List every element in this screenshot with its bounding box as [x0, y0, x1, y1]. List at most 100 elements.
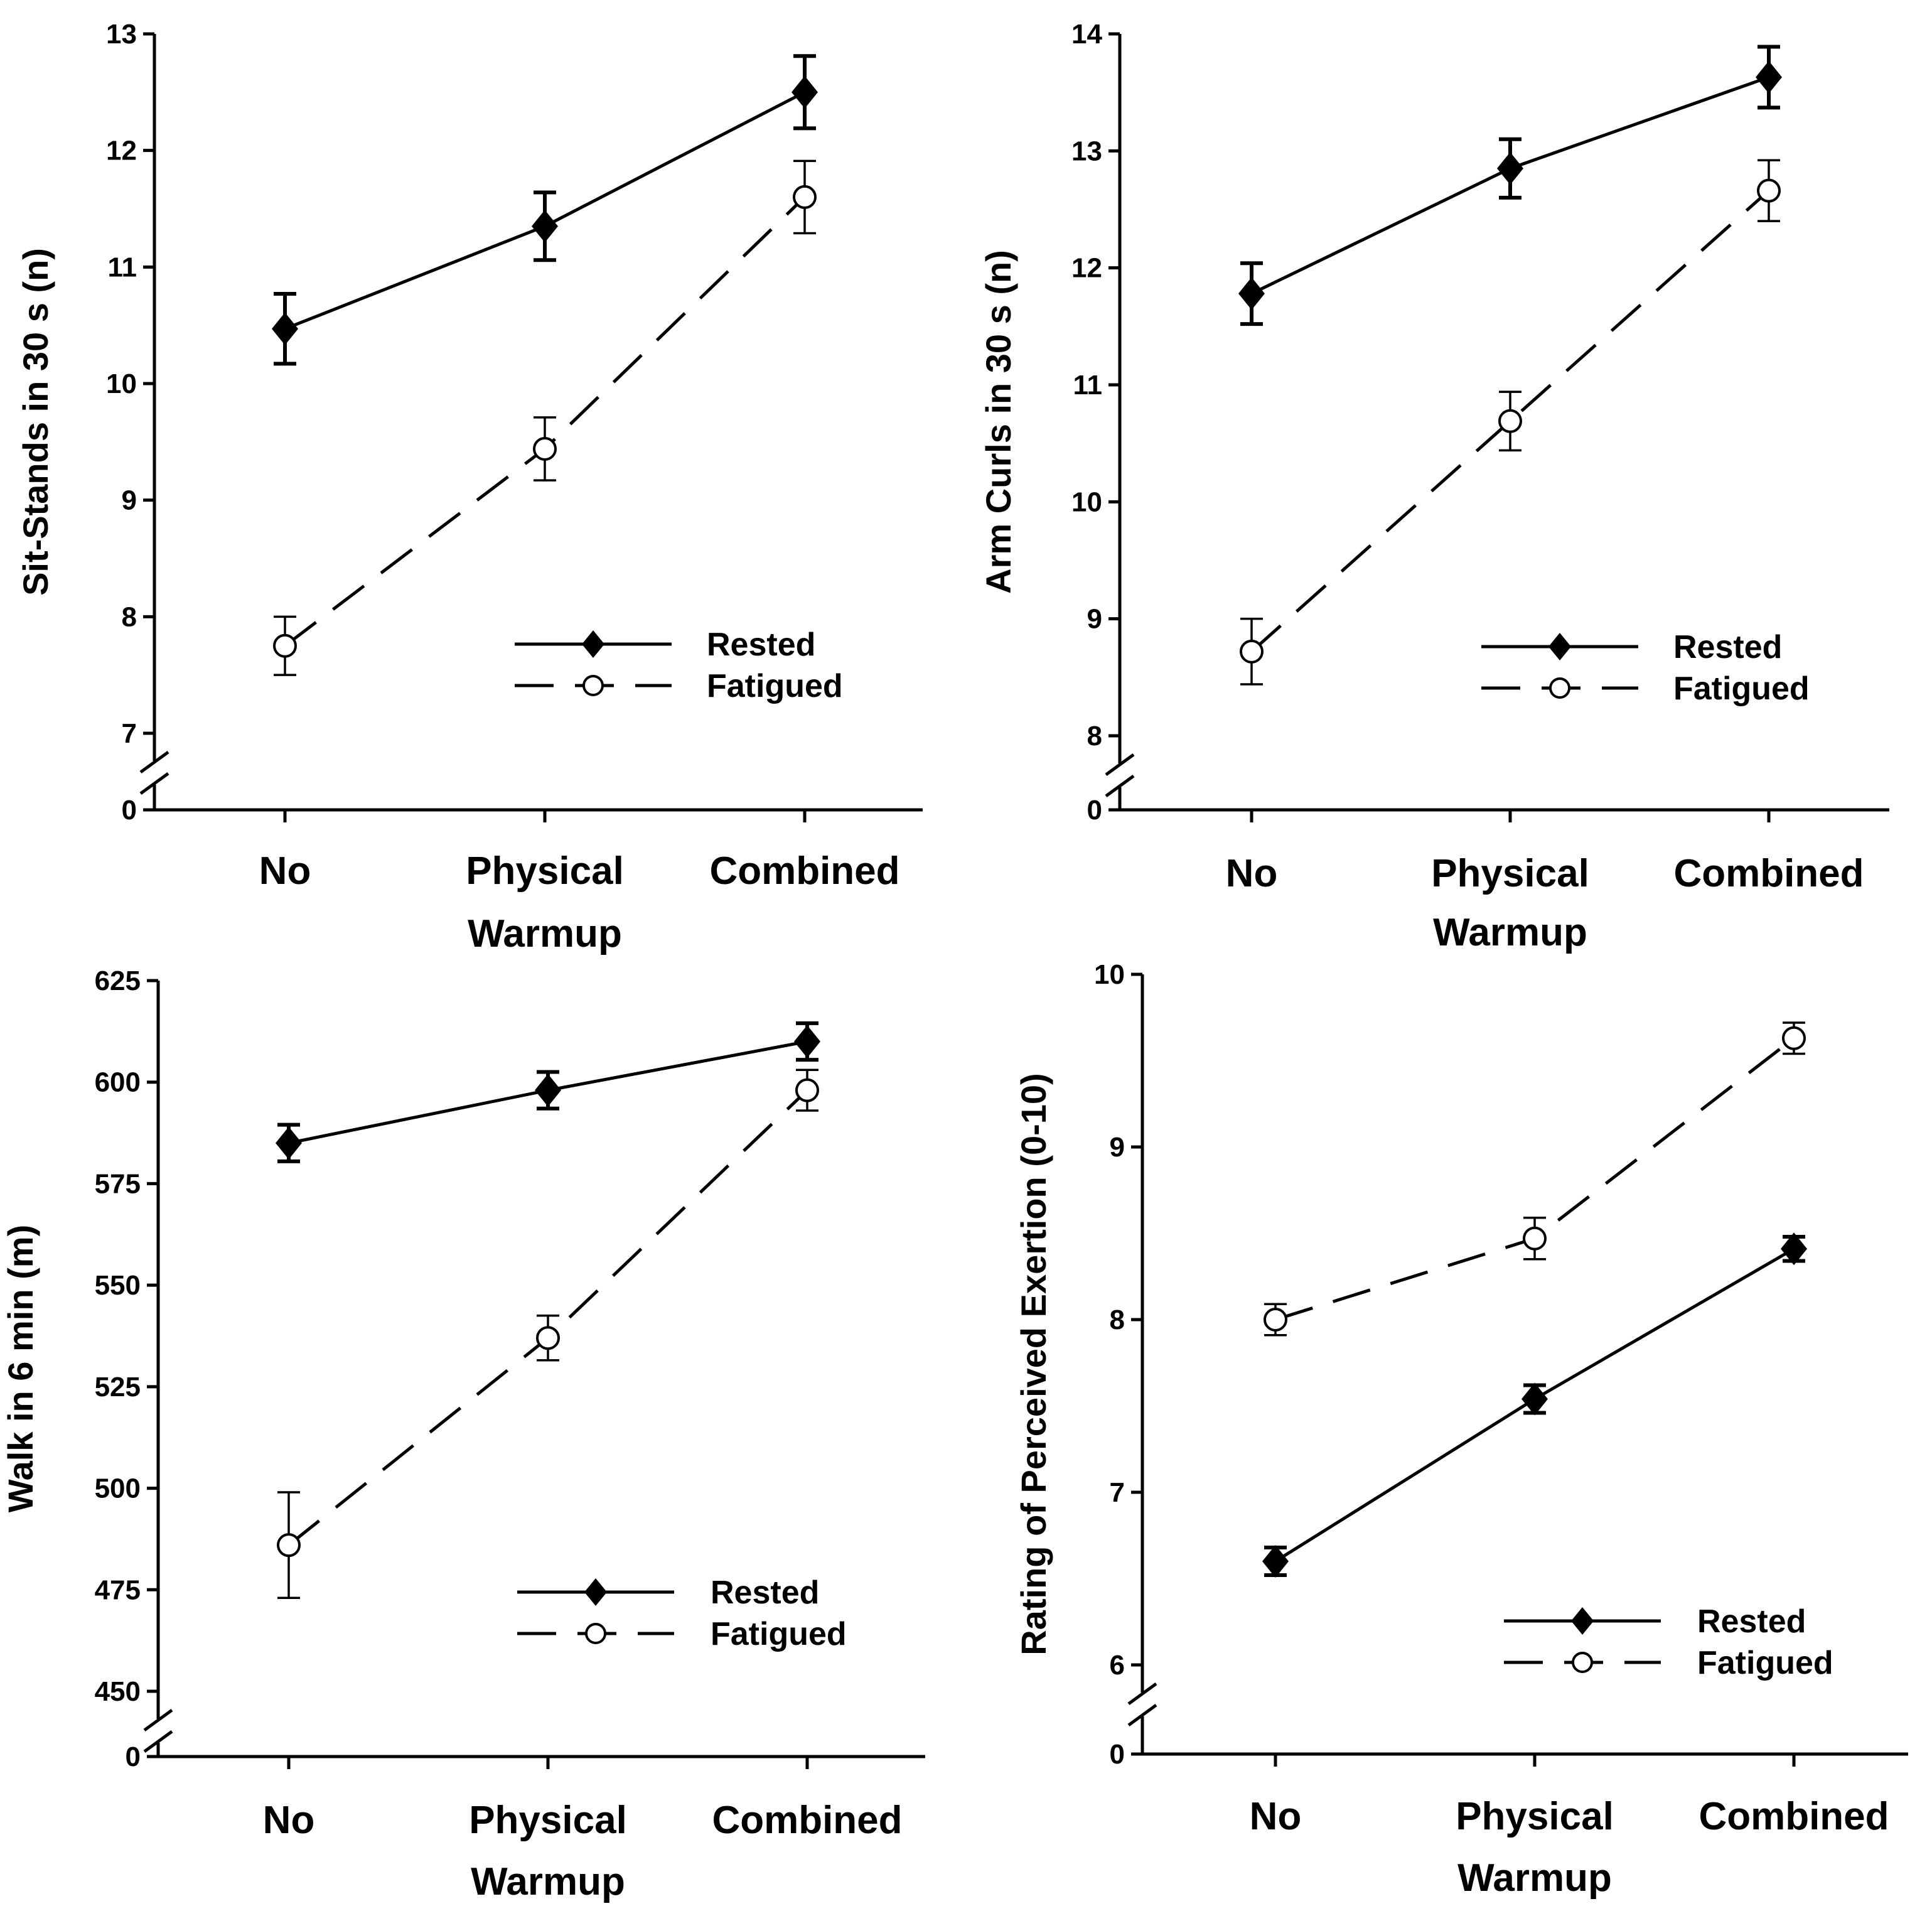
legend-label: Fatigued — [1697, 1645, 1833, 1681]
y-tick-label: 7 — [122, 718, 137, 749]
legend-label: Fatigued — [711, 1616, 847, 1652]
series-line — [1250, 189, 1770, 653]
legend-label: Rested — [711, 1575, 819, 1611]
legend: Rested Fatigued — [1504, 1603, 1833, 1681]
x-axis-title: Warmup — [1433, 911, 1587, 954]
chart-panel-1: 7 8 9 10 11 12 13 0 No Physical Combined Warmup Sit-… — [16, 19, 923, 956]
axis-break-mark — [1105, 753, 1135, 798]
y-tick-label: 8 — [1110, 1305, 1125, 1335]
legend-label: Fatigued — [1673, 670, 1810, 707]
x-axis-title: Warmup — [468, 912, 622, 956]
y-tick-label: 8 — [1087, 721, 1102, 751]
data-point-fatigued — [1757, 178, 1781, 203]
legend: Rested Fatigued — [515, 627, 843, 704]
y-tick-label: 450 — [95, 1676, 141, 1707]
legend-marker-rested — [584, 1578, 607, 1606]
x-tick-label: Physical — [1431, 852, 1589, 895]
legend-marker-fatigued — [1572, 1652, 1593, 1673]
series-fatigued — [273, 159, 817, 676]
data-point-fatigued — [1523, 1226, 1547, 1251]
data-point-fatigued — [273, 633, 297, 658]
legend-marker-fatigued — [585, 1623, 606, 1644]
data-point-fatigued — [793, 185, 817, 209]
y-tick-label: 6 — [1110, 1650, 1125, 1681]
data-point-fatigued — [536, 1326, 560, 1350]
chart-panel-2: 8 9 10 11 12 13 14 0 No Physical Combined Warmup Arm… — [979, 19, 1889, 954]
legend-label: Rested — [1673, 629, 1782, 665]
data-point-rested — [1262, 1545, 1289, 1578]
x-tick-label: Physical — [1456, 1795, 1614, 1838]
data-point-rested — [792, 75, 818, 109]
y-tick-label: 575 — [95, 1168, 141, 1199]
y-tick-label: 9 — [1087, 604, 1102, 635]
x-tick-label: Combined — [709, 849, 899, 893]
x-tick-label: Physical — [466, 849, 624, 893]
y-tick-label: 14 — [1071, 19, 1102, 50]
y-tick-label: 625 — [95, 966, 141, 996]
legend: Rested Fatigued — [1481, 629, 1810, 707]
series-rested — [1262, 1232, 1807, 1578]
x-tick-label: No — [259, 849, 311, 893]
data-point-rested — [1781, 1232, 1807, 1266]
y-tick-label: 10 — [106, 369, 137, 399]
y-break-label: 0 — [1087, 795, 1102, 826]
x-tick-label: No — [1226, 852, 1278, 895]
data-point-fatigued — [795, 1078, 819, 1102]
y-break-label: 0 — [126, 1741, 141, 1772]
y-tick-label: 8 — [122, 601, 137, 632]
legend-marker-fatigued — [582, 675, 604, 696]
y-tick-label: 9 — [1110, 1132, 1125, 1163]
series-rested — [276, 1021, 820, 1163]
series-fatigued — [277, 1069, 819, 1599]
chart-panel-3: 450 475 500 525 550 575 600 625 0 No Physical Combi… — [1, 966, 925, 1903]
series-rested — [272, 54, 818, 366]
y-axis-title: Sit-Stands in 30 s (n) — [16, 248, 55, 596]
x-axis-title: Warmup — [471, 1860, 625, 1903]
data-point-rested — [794, 1025, 820, 1058]
data-point-rested — [1497, 152, 1523, 185]
legend: Rested Fatigued — [517, 1575, 847, 1652]
legend-label: Fatigued — [707, 668, 843, 704]
data-point-rested — [276, 1126, 302, 1160]
series-fatigued — [1264, 1021, 1806, 1337]
series-rested — [1238, 45, 1782, 326]
legend-marker-rested — [582, 630, 604, 658]
x-tick-label: No — [1250, 1795, 1302, 1838]
y-axis-title: Rating of Perceived Exertion (0-10) — [1014, 1073, 1053, 1655]
y-tick-label: 11 — [1073, 370, 1102, 401]
y-axis-title: Arm Curls in 30 s (n) — [979, 250, 1018, 594]
y-tick-label: 475 — [95, 1575, 141, 1605]
data-point-fatigued — [1264, 1308, 1287, 1332]
y-break-label: 0 — [122, 795, 137, 826]
axis-break-mark — [139, 750, 169, 795]
data-point-rested — [532, 210, 558, 243]
data-point-rested — [535, 1074, 561, 1107]
data-point-fatigued — [277, 1533, 301, 1558]
x-tick-label: Physical — [469, 1799, 627, 1842]
data-point-fatigued — [533, 436, 557, 461]
x-axis-title: Warmup — [1457, 1856, 1612, 1900]
x-tick-label: No — [263, 1799, 315, 1842]
x-tick-label: Combined — [712, 1799, 902, 1842]
data-point-fatigued — [1240, 639, 1264, 664]
y-tick-label: 10 — [1094, 959, 1125, 990]
legend-marker-fatigued — [1549, 677, 1570, 699]
legend-label: Rested — [707, 627, 815, 663]
legend-label: Rested — [1697, 1603, 1806, 1640]
legend-marker-rested — [1548, 633, 1571, 660]
y-tick-label: 7 — [1110, 1477, 1125, 1508]
y-tick-label: 600 — [95, 1067, 141, 1098]
x-tick-label: Combined — [1673, 852, 1864, 895]
y-tick-label: 12 — [1071, 253, 1102, 284]
legend-marker-rested — [1571, 1607, 1594, 1635]
y-tick-label: 11 — [107, 252, 137, 283]
axis-break-mark — [143, 1708, 173, 1753]
y-tick-label: 500 — [95, 1473, 141, 1504]
data-point-rested — [1238, 277, 1265, 310]
axis-break-mark — [1127, 1682, 1157, 1727]
series-line — [1275, 1036, 1795, 1322]
y-tick-label: 12 — [106, 136, 137, 166]
data-point-rested — [1756, 60, 1782, 94]
y-tick-label: 525 — [95, 1372, 141, 1402]
